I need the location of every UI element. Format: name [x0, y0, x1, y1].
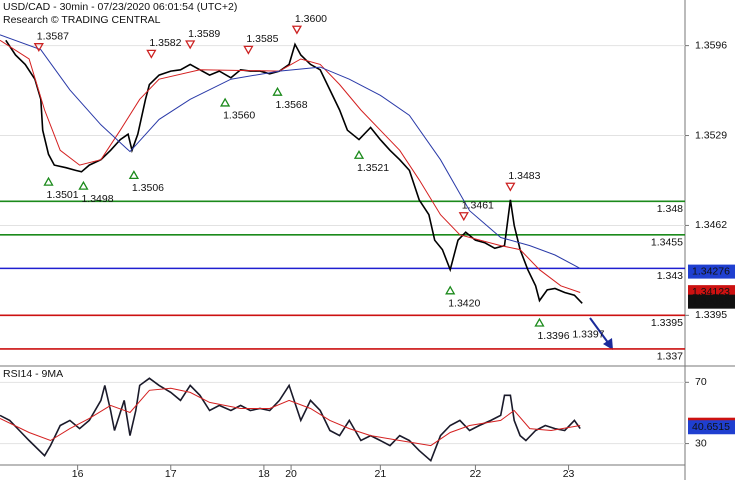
series-line: [0, 39, 581, 293]
low-marker: [445, 285, 456, 295]
level-label: 1.337: [657, 351, 683, 363]
low-label: 1.3498: [81, 193, 113, 205]
y-tick-label: 30: [695, 437, 707, 449]
high-label: 1.3585: [246, 33, 278, 45]
level-label: 1.3455: [651, 237, 683, 249]
low-label: 1.3521: [357, 162, 389, 174]
x-tick-label: 18: [258, 468, 270, 480]
x-tick-label: 16: [72, 468, 84, 480]
price-tag-label: 1.34276: [692, 265, 730, 277]
low-label: 1.3420: [448, 298, 480, 310]
high-marker: [146, 49, 157, 59]
chart-title: USD/CAD - 30min - 07/23/2020 06:01:54 (U…: [3, 1, 237, 13]
price-tag: [688, 420, 735, 435]
x-tick-label: 22: [470, 468, 482, 480]
x-tick-label: 17: [165, 468, 177, 480]
high-label: 1.3582: [149, 37, 181, 49]
forecast-arrow: [589, 317, 613, 350]
high-marker: [458, 212, 469, 222]
high-marker: [33, 43, 44, 53]
level-label: 1.348: [657, 203, 683, 215]
low-marker: [272, 86, 283, 96]
price-tag-label: 40.6515: [692, 421, 730, 433]
low-label: 1.3396: [537, 330, 569, 342]
y-tick-label: 1.3395: [695, 309, 727, 321]
high-label: 1.3587: [37, 30, 69, 42]
low-label: 1.3506: [132, 182, 164, 194]
series-line: [0, 387, 581, 447]
series-line: [5, 39, 583, 304]
low-marker: [353, 149, 365, 159]
y-tick-label: 1.3462: [695, 219, 727, 231]
low-marker: [78, 180, 89, 190]
series-line: [0, 34, 581, 269]
rsi-title: RSI14 - 9MA: [3, 368, 63, 380]
low-marker: [534, 317, 545, 327]
low-label: 1.3568: [275, 99, 307, 111]
high-label: 1.3483: [508, 170, 540, 182]
price-tag-label: 1.34052: [692, 295, 730, 307]
price-tag: [688, 294, 735, 309]
high-marker: [291, 25, 303, 35]
y-tick-label: 70: [695, 376, 707, 388]
high-label: 1.3600: [295, 13, 327, 25]
high-marker: [505, 182, 516, 192]
high-marker: [185, 40, 196, 50]
high-marker: [243, 45, 254, 55]
low-label: 1.3501: [47, 189, 79, 201]
low-label: 1.3560: [223, 110, 255, 122]
level-label: 1.3395: [651, 317, 683, 329]
chart-subtitle: Research © TRADING CENTRAL: [3, 14, 161, 26]
y-tick-label: 1.3529: [695, 129, 727, 141]
low-marker: [128, 170, 140, 180]
high-label: 1.3461: [462, 200, 494, 212]
low-marker: [219, 97, 231, 107]
y-tick-label: 1.3596: [695, 39, 727, 51]
x-tick-label: 23: [563, 468, 575, 480]
low-label: 1.3397: [572, 328, 604, 340]
high-label: 1.3589: [188, 28, 220, 40]
level-label: 1.343: [657, 270, 683, 282]
price-tag: [688, 264, 735, 279]
series-line: [0, 377, 581, 463]
low-marker: [43, 176, 54, 186]
x-tick-label: 21: [374, 468, 386, 480]
x-tick-label: 20: [285, 468, 297, 480]
